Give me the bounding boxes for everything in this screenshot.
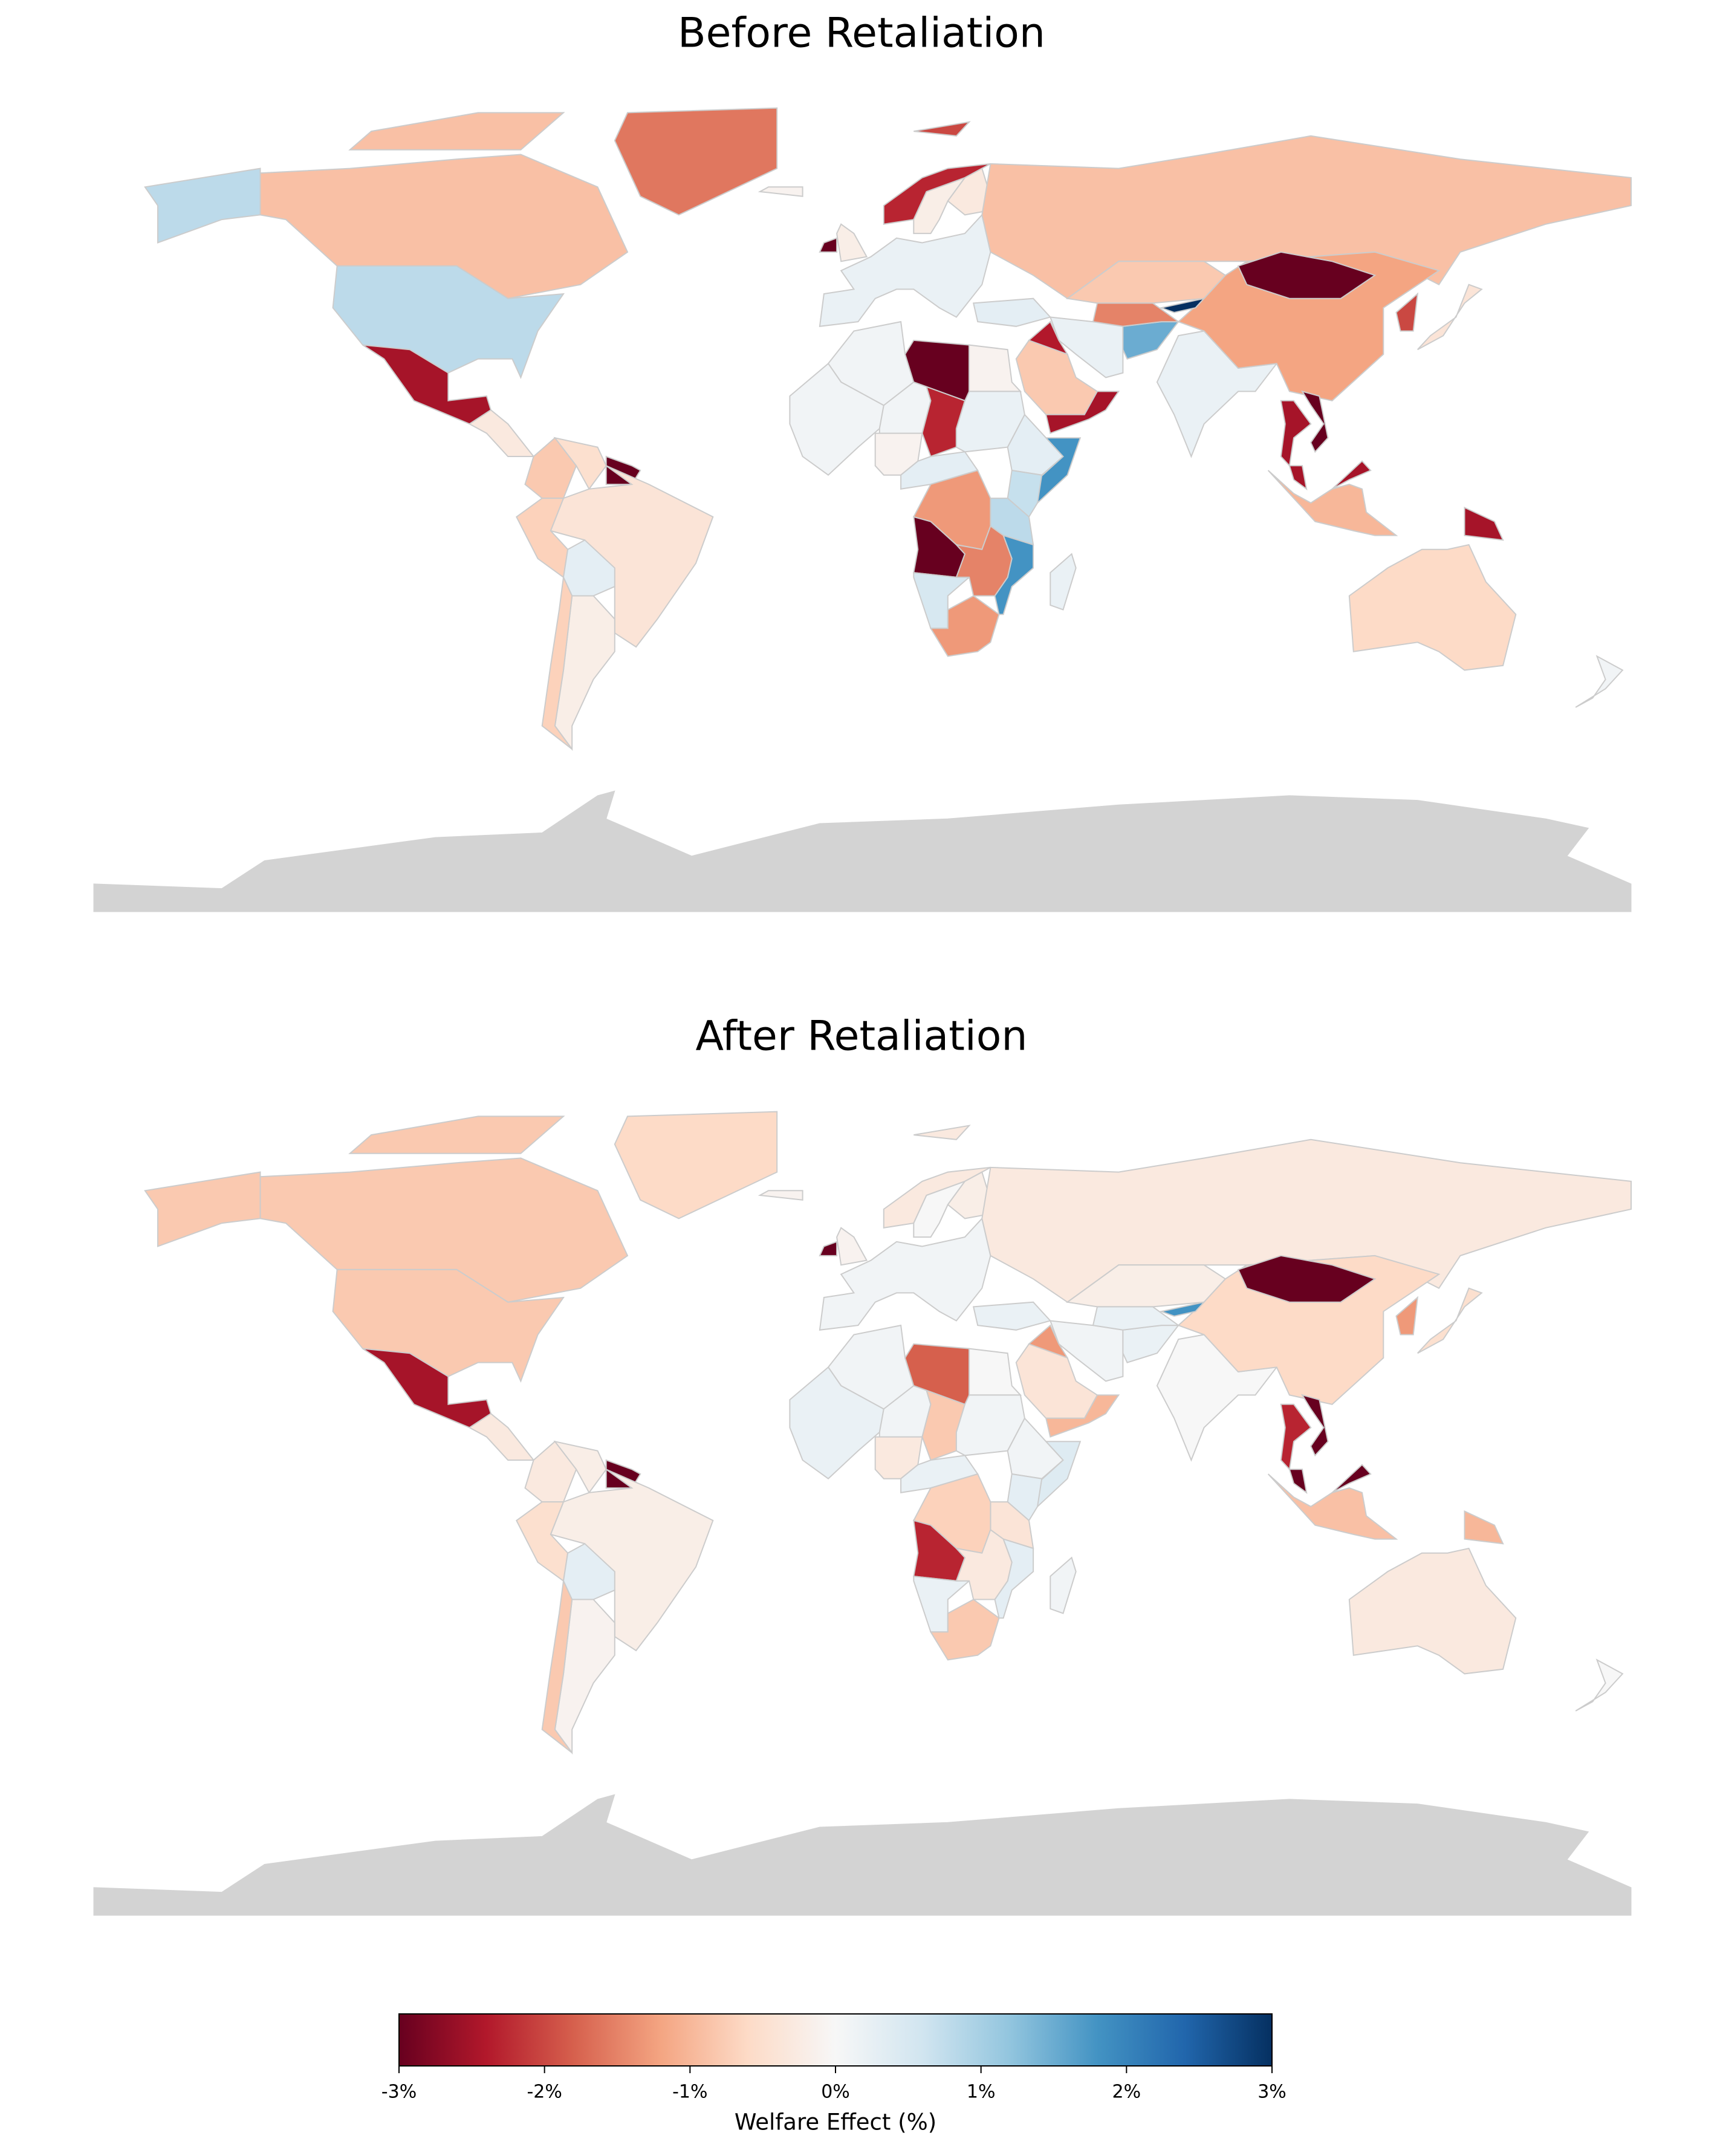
colorbar-tick-label: 2% xyxy=(1112,2082,1141,2103)
colorbar xyxy=(398,2013,1273,2067)
region xyxy=(1288,1464,1372,1495)
region xyxy=(614,107,778,216)
map xyxy=(93,1111,1632,1916)
region xyxy=(1288,460,1372,491)
region xyxy=(1348,1547,1517,1675)
region xyxy=(1092,1306,1181,1331)
region xyxy=(516,1501,569,1582)
region xyxy=(789,1366,884,1479)
region xyxy=(1045,1394,1120,1438)
colorbar-tick-label: -3% xyxy=(381,2082,417,2103)
region xyxy=(362,1348,492,1429)
region xyxy=(550,1469,714,1652)
region xyxy=(955,1528,1013,1600)
region xyxy=(1417,284,1483,351)
region xyxy=(614,1111,778,1219)
region xyxy=(819,1241,838,1256)
region xyxy=(1280,400,1312,467)
region xyxy=(1045,391,1120,434)
region xyxy=(758,1190,803,1201)
region xyxy=(981,1138,1632,1303)
region xyxy=(836,1227,868,1266)
colorbar-tick-label: -1% xyxy=(672,2082,707,2103)
region xyxy=(1395,292,1419,332)
region xyxy=(1348,544,1517,671)
region xyxy=(553,1440,607,1494)
colorbar-label: Welfare Effect (%) xyxy=(735,2109,936,2135)
region xyxy=(1300,390,1329,453)
region xyxy=(1267,1473,1398,1540)
region xyxy=(1237,1255,1377,1303)
region xyxy=(913,121,971,137)
region xyxy=(1395,1296,1419,1336)
region xyxy=(1267,470,1398,536)
map xyxy=(93,107,1632,912)
region xyxy=(541,575,573,750)
region xyxy=(1417,1287,1483,1354)
region xyxy=(468,409,535,457)
region xyxy=(900,451,979,490)
region xyxy=(758,186,803,197)
region xyxy=(1156,1334,1278,1462)
antarctica xyxy=(93,1794,1632,1916)
region xyxy=(1092,302,1181,327)
region xyxy=(969,1348,1022,1396)
region xyxy=(1159,1301,1206,1317)
region xyxy=(1050,1556,1077,1614)
region xyxy=(900,1455,979,1493)
map-title: Before Retaliation xyxy=(678,10,1045,57)
region xyxy=(972,297,1052,327)
region xyxy=(972,1301,1052,1331)
region xyxy=(553,437,607,490)
region xyxy=(913,1125,971,1140)
colorbar-tick-label: 0% xyxy=(821,2082,850,2103)
region xyxy=(550,465,714,648)
antarctica xyxy=(93,790,1632,912)
region xyxy=(1464,506,1504,541)
region xyxy=(1464,1510,1504,1545)
region xyxy=(1159,297,1206,313)
colorbar-tick-label: -2% xyxy=(527,2082,562,2103)
region xyxy=(1300,1394,1329,1457)
region xyxy=(1156,330,1278,458)
region xyxy=(955,525,1013,597)
region xyxy=(1050,553,1077,611)
region xyxy=(362,344,492,425)
region xyxy=(259,112,629,299)
region xyxy=(969,344,1022,392)
region xyxy=(819,237,838,253)
region xyxy=(1177,1255,1441,1405)
region xyxy=(468,1412,535,1461)
region xyxy=(836,223,868,262)
region xyxy=(981,135,1632,299)
region xyxy=(541,1579,573,1753)
region xyxy=(1280,1403,1312,1471)
colorbar-tick-label: 1% xyxy=(967,2082,996,2103)
region xyxy=(259,1115,629,1303)
region xyxy=(789,362,884,476)
map-title: After Retaliation xyxy=(696,1013,1028,1060)
region xyxy=(1237,251,1377,299)
region xyxy=(1575,1658,1624,1712)
region xyxy=(1177,251,1441,401)
region xyxy=(516,498,569,579)
colorbar-tick-label: 3% xyxy=(1257,2082,1287,2103)
region xyxy=(1575,655,1624,708)
